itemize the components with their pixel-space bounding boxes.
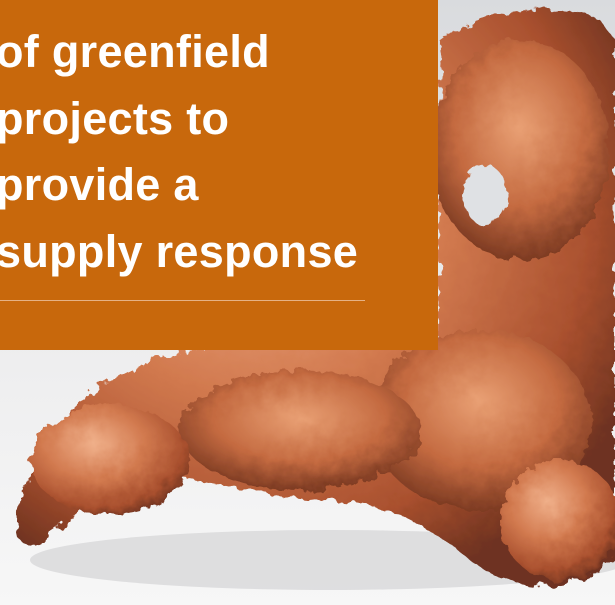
headline-line: of greenfield <box>0 26 270 77</box>
headline-line: projects to <box>0 93 230 144</box>
headline-line: supply response <box>0 226 359 277</box>
headline-line: provide a <box>0 159 199 210</box>
divider <box>0 300 365 301</box>
headline-panel: of greenfield projects to provide a supp… <box>0 0 438 350</box>
